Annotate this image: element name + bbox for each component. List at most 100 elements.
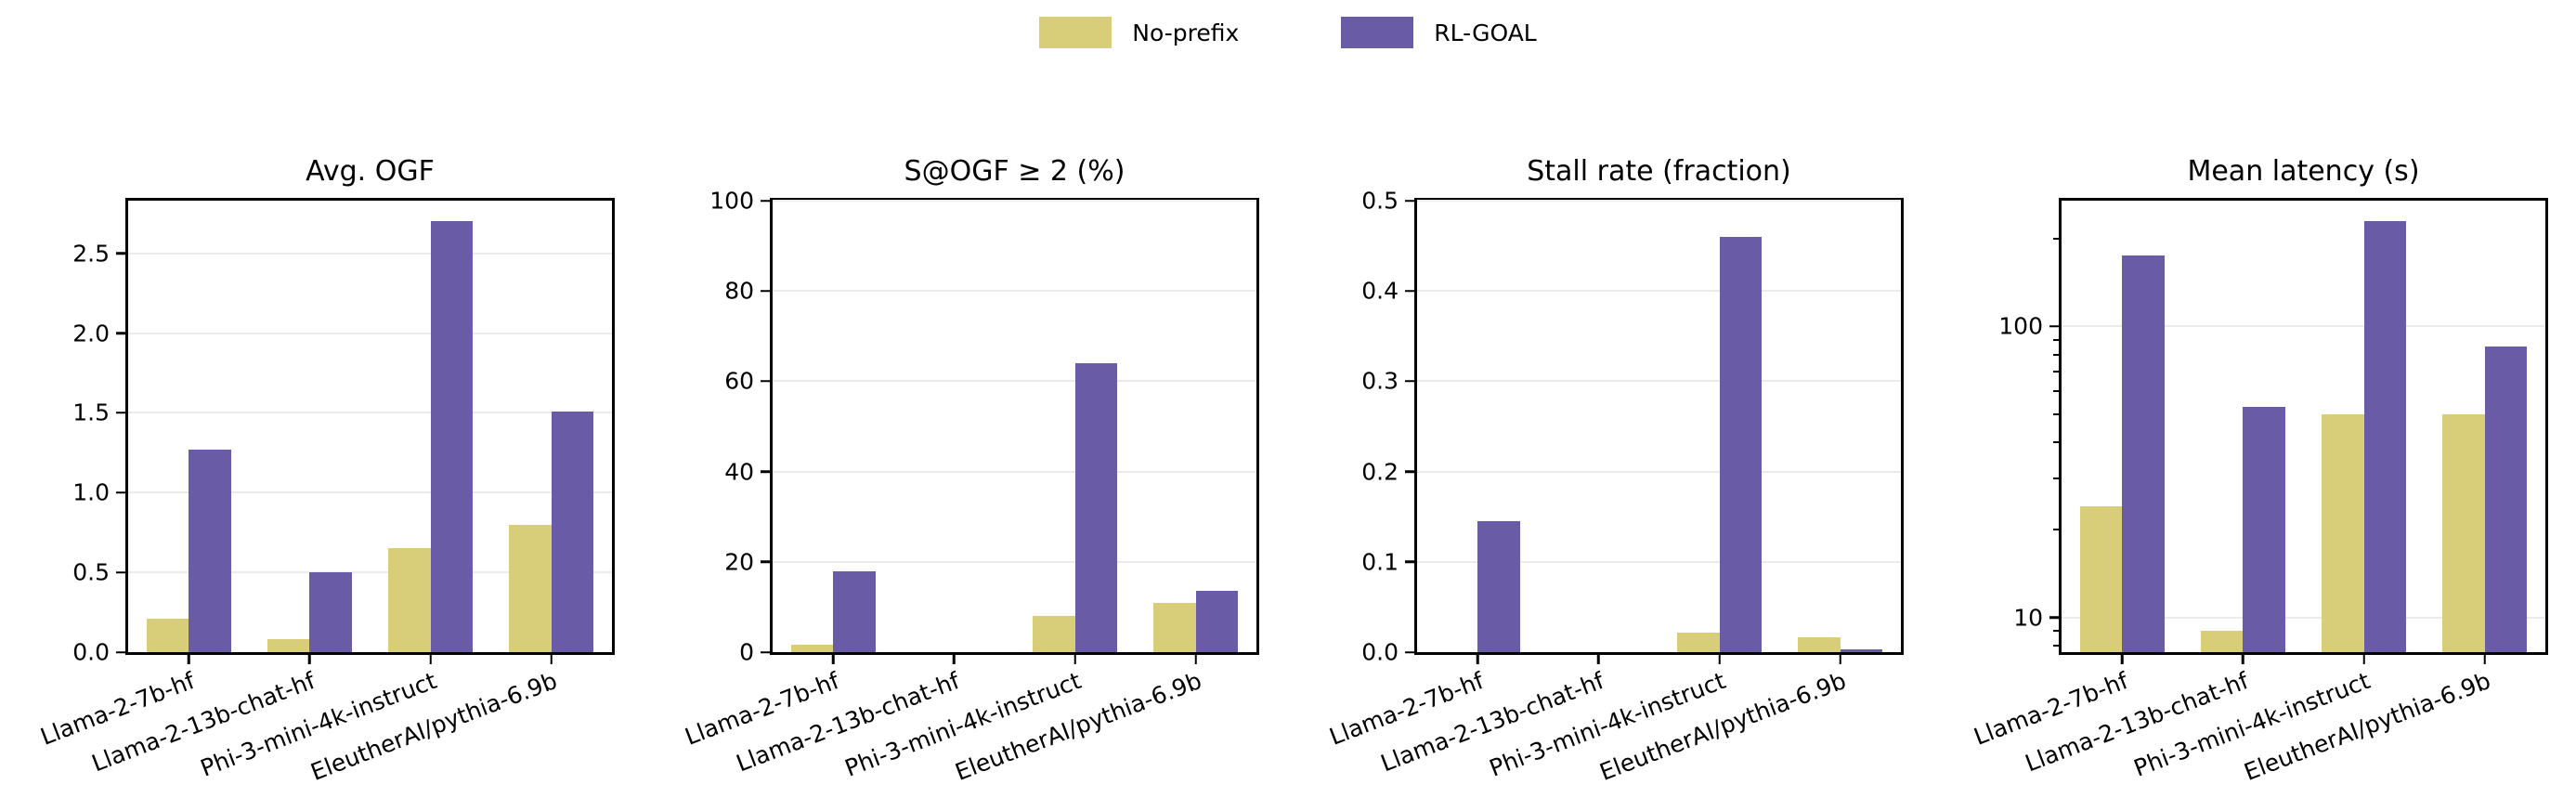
bar-rl-goal: [189, 449, 231, 652]
bar-no-prefix: [267, 639, 310, 652]
y-minor-tick-mark: [2053, 412, 2059, 415]
y-tick-mark: [1405, 650, 1414, 654]
y-minor-tick-mark: [2053, 370, 2059, 373]
x-tick-mark: [187, 655, 190, 664]
plot-area: 10 100: [1998, 201, 2545, 664]
bar-rl-goal: [1477, 521, 1520, 652]
y-tick-mark: [1405, 560, 1414, 564]
chart-title: Avg. OGF: [306, 155, 435, 188]
y-tick-mark: [116, 412, 125, 414]
chart-panel-stall-rate: Stall rate (fraction) 0.0 0.1 0.2 0.3 0.4 0.5…: [1326, 155, 1904, 786]
y-minor-tick-mark: [2053, 440, 2059, 443]
bar-no-prefix: [2322, 413, 2364, 652]
y-tick-mark: [1405, 289, 1414, 293]
y-tick-mark: [761, 560, 770, 564]
y-minor-tick-mark: [2053, 477, 2059, 480]
x-tick-mark: [550, 655, 553, 664]
bar-rl-goal: [2484, 347, 2528, 652]
y-tick-label: 0.5: [1361, 187, 1399, 215]
y-tick-mark: [1405, 380, 1414, 383]
bar-no-prefix: [1033, 616, 1075, 652]
bar-rl-goal: [833, 570, 876, 652]
x-tick-mark: [953, 655, 956, 664]
y-tick-label: 0.0: [1361, 638, 1399, 666]
bar-rl-goal: [2122, 255, 2165, 652]
y-minor-tick-mark: [2053, 237, 2059, 240]
x-tick-mark: [1718, 655, 1721, 664]
bar-rl-goal: [1195, 591, 1239, 652]
y-tick-mark: [116, 570, 125, 574]
bar-no-prefix: [388, 548, 431, 652]
y-tick-mark: [2049, 616, 2059, 619]
legend-item-rl-goal: RL-GOAL: [1341, 17, 1537, 48]
bar-rl-goal: [309, 572, 352, 652]
x-axis-labels: Llama-2-7b-hf Llama-2-13b-chat-hf Phi-3-mi…: [37, 667, 612, 806]
y-tick-mark: [761, 289, 770, 293]
y-minor-tick-mark: [2053, 338, 2059, 341]
y-tick-label: 0.0: [72, 638, 110, 666]
y-tick-mark: [761, 470, 770, 473]
y-minor-tick-mark: [2053, 389, 2059, 392]
bar-rl-goal: [2363, 220, 2407, 652]
x-tick-mark: [308, 655, 311, 664]
y-tick-mark: [761, 199, 770, 203]
chart-panel-sogf: S@OGF ≥ 2 (%) 0 20 40 60 80 100 Llama-2-7b-hf…: [682, 155, 1259, 786]
y-tick-mark: [1405, 199, 1414, 203]
y-tick-label: 40: [724, 458, 754, 486]
y-tick-label: 0.3: [1361, 367, 1399, 395]
bar-rl-goal: [1719, 236, 1763, 652]
plot-area: 0.0 0.5 1.0 1.5 2.0 2.5: [72, 201, 612, 666]
gridline: [2062, 616, 2545, 619]
bar-no-prefix: [509, 524, 552, 652]
plot-area: 0 20 40 60 80 100: [709, 188, 1256, 666]
gridline: [773, 200, 1256, 202]
gridline: [773, 290, 1256, 293]
x-tick-mark: [1597, 655, 1600, 664]
x-tick-mark: [429, 655, 432, 664]
y-tick-mark: [116, 252, 125, 255]
chart-title: Stall rate (fraction): [1527, 155, 1791, 188]
legend-label: No-prefix: [1132, 19, 1240, 46]
legend-label: RL-GOAL: [1434, 19, 1537, 46]
y-tick-mark: [2049, 324, 2059, 328]
x-tick-mark: [831, 655, 835, 664]
y-tick-mark: [116, 650, 125, 654]
gridline: [128, 571, 612, 574]
bar-no-prefix: [2442, 413, 2485, 652]
x-axis-labels: Llama-2-7b-hf Llama-2-13b-chat-hf Phi-3-mi…: [1971, 667, 2545, 806]
x-axis-labels: Llama-2-7b-hf Llama-2-13b-chat-hf Phi-3-mi…: [1326, 667, 1901, 806]
y-tick-mark: [116, 332, 125, 334]
gridline: [773, 380, 1256, 383]
bar-no-prefix: [2079, 506, 2123, 652]
bar-rl-goal: [2243, 406, 2285, 652]
gridline: [773, 560, 1256, 563]
bar-no-prefix: [1677, 632, 1720, 652]
gridline: [128, 332, 612, 334]
x-tick-mark: [2362, 655, 2365, 664]
gridline: [128, 412, 612, 414]
bar-no-prefix: [2200, 631, 2244, 652]
legend-item-no-prefix: No-prefix: [1039, 17, 1239, 48]
gridline: [1417, 380, 1901, 383]
chart-panel-mean-latency: Mean latency (s) 10 100 Llama-2-7b-hf Llam…: [1971, 155, 2548, 786]
gridline: [1417, 290, 1901, 293]
x-tick-mark: [1073, 655, 1076, 664]
y-tick-label: 60: [724, 367, 754, 395]
plot-area: 0.0 0.1 0.2 0.3 0.4 0.5: [1361, 188, 1901, 666]
legend: No-prefix RL-GOAL: [0, 17, 2576, 48]
y-tick-label: 0.5: [72, 558, 110, 586]
y-tick-label: 0.4: [1361, 277, 1399, 305]
bar-no-prefix: [1798, 637, 1841, 652]
y-tick-label: 2.0: [72, 320, 110, 347]
y-tick-label: 2.5: [72, 240, 110, 268]
bar-rl-goal: [551, 411, 594, 652]
y-tick-label: 1.5: [72, 399, 110, 426]
chart-title: S@OGF ≥ 2 (%): [904, 155, 1125, 188]
x-tick-mark: [1194, 655, 1198, 664]
y-tick-label: 0.2: [1361, 458, 1399, 486]
x-tick-mark: [1476, 655, 1479, 664]
gridline: [1417, 560, 1901, 563]
x-tick-mark: [1839, 655, 1842, 664]
y-tick-label: 0.1: [1361, 548, 1399, 576]
